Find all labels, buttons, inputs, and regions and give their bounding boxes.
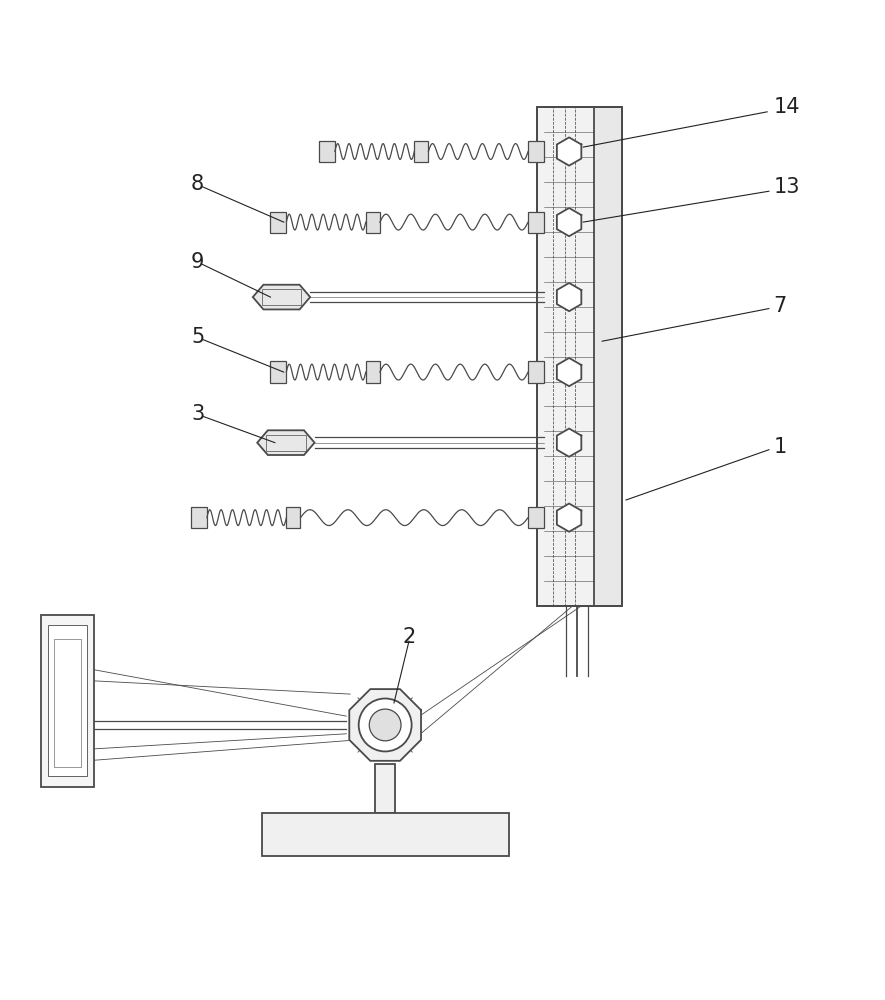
Text: 5: 5	[191, 327, 204, 347]
Text: 2: 2	[403, 627, 416, 647]
Polygon shape	[557, 358, 581, 386]
Bar	[537, 107, 622, 606]
Bar	[528, 361, 544, 383]
Bar	[594, 107, 622, 606]
Text: 14: 14	[773, 97, 800, 117]
Polygon shape	[557, 504, 581, 532]
Bar	[262, 813, 509, 856]
Polygon shape	[557, 429, 581, 457]
Text: 9: 9	[191, 252, 204, 272]
Bar	[375, 764, 395, 813]
Bar	[191, 507, 207, 528]
Bar	[528, 507, 544, 528]
Polygon shape	[350, 689, 421, 761]
Bar	[319, 141, 335, 162]
Circle shape	[358, 699, 412, 751]
Bar	[48, 625, 87, 776]
Polygon shape	[253, 285, 310, 309]
Bar	[271, 212, 287, 233]
Bar	[366, 361, 380, 383]
Bar	[414, 141, 428, 162]
Bar	[41, 615, 94, 787]
Bar	[262, 289, 302, 305]
Text: 3: 3	[191, 404, 204, 424]
Bar	[287, 507, 301, 528]
Text: 8: 8	[191, 174, 204, 194]
Polygon shape	[557, 283, 581, 311]
Bar	[528, 141, 544, 162]
Bar	[271, 361, 287, 383]
Polygon shape	[258, 430, 314, 455]
Circle shape	[369, 709, 401, 741]
Polygon shape	[557, 208, 581, 236]
Bar	[366, 212, 380, 233]
Bar	[537, 107, 622, 606]
Polygon shape	[557, 137, 581, 166]
Bar	[54, 639, 81, 767]
Text: 13: 13	[773, 177, 800, 197]
Text: 7: 7	[773, 296, 787, 316]
Bar	[528, 212, 544, 233]
Bar	[266, 435, 305, 451]
Text: 1: 1	[773, 437, 787, 457]
